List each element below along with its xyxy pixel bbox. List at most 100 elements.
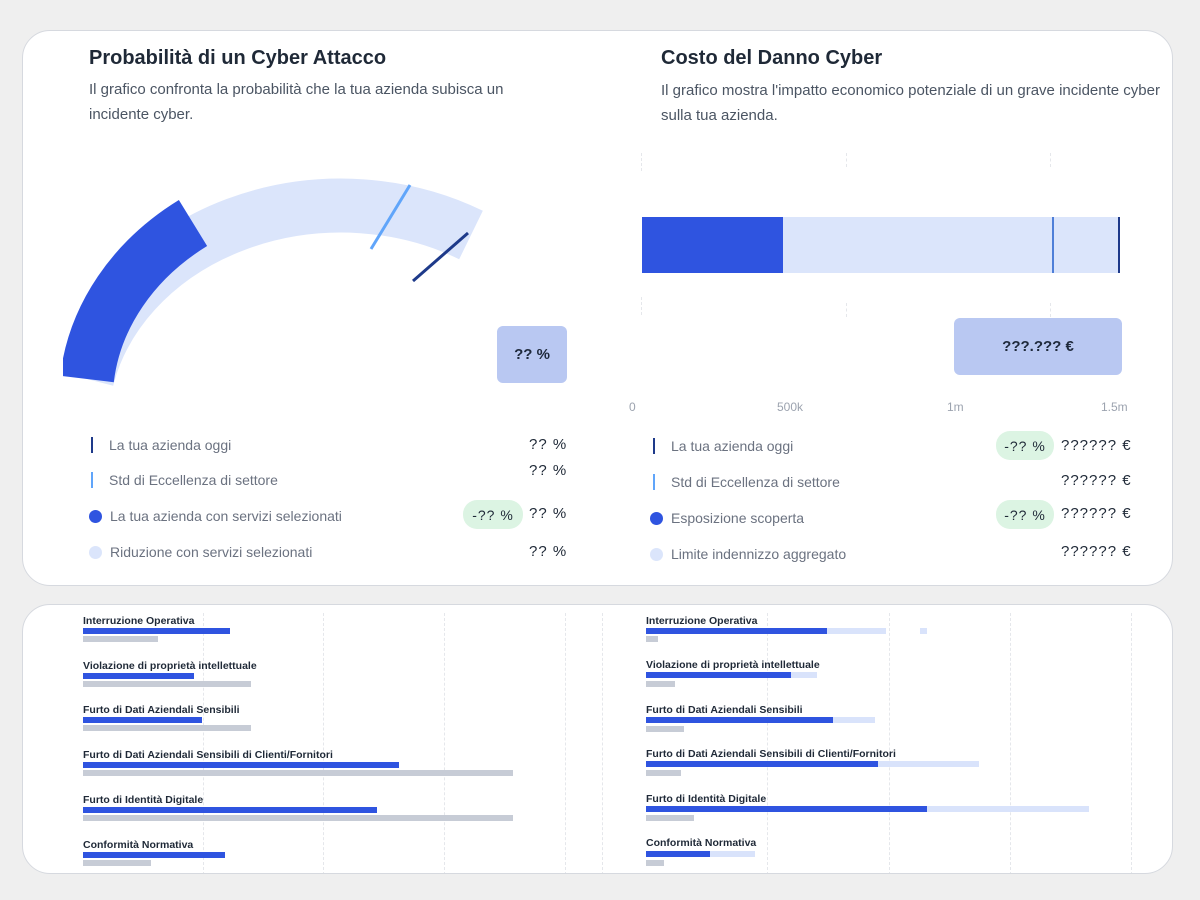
axis-tick: 1.5m [1101,400,1128,414]
probability-badge: ?? % [497,326,567,383]
legend-label: La tua azienda oggi [109,437,232,453]
bar-current [83,852,225,858]
cost-legend-exposure-delta: -?? % [996,500,1054,529]
legend-label: Limite indennizzo aggregato [671,546,847,562]
grid-line [1050,303,1051,317]
cost-legend-today: La tua azienda oggi [653,434,793,458]
legend-selected-delta: -?? % [463,500,523,529]
axis-tick: 0 [629,400,636,414]
legend-selected: La tua azienda con servizi selezionati [89,504,342,528]
legend-std: Std di Eccellenza di settore [91,468,278,492]
legend-std-marker [653,474,655,490]
legend-label: Riduzione con servizi selezionati [110,544,313,560]
legend-selected-value: ?? % [529,505,568,522]
cost-legend-limit: Limite indennizzo aggregato [650,542,846,566]
bar-benchmark [646,681,675,687]
grid-line [323,613,324,873]
cost-legend-exposure-value: ?????? € [1061,505,1132,522]
bar-benchmark [646,815,694,821]
breakdown-right-label: Furto di Dati Aziendali Sensibili di Cli… [646,748,896,760]
bar-benchmark [83,636,158,642]
probability-description: Il grafico confronta la probabilità che … [89,81,504,123]
cost-bar-std-marker [1052,217,1054,273]
legend-reduction-value: ?? % [529,543,568,560]
cost-legend-std-value: ?????? € [1061,472,1132,489]
cost-legend-today-value: ?????? € [1061,437,1132,454]
breakdown-left-label: Furto di Dati Aziendali Sensibili [83,704,240,716]
legend-today: La tua azienda oggi [91,433,231,457]
legend-std-value: ?? % [529,462,568,479]
bar-benchmark [83,815,513,821]
cost-description: Il grafico mostra l'impatto economico po… [661,82,1160,124]
breakdown-left-label: Furto di Identità Digitale [83,794,204,806]
bar-current [83,717,202,723]
bar-current [646,717,833,723]
bar-benchmark [83,770,513,776]
legend-limit-marker [650,547,663,561]
bar-current [83,762,399,768]
bar-benchmark [646,636,658,642]
bar-benchmark [646,860,664,866]
breakdown-right-label: Violazione di proprietà intellettuale [646,659,820,671]
grid-line [641,153,642,171]
breakdown-left-label: Conformità Normativa [83,839,194,851]
gauge-value-segment [63,199,208,383]
bar-current [646,761,878,767]
legend-label: Std di Eccellenza di settore [109,472,278,488]
axis-tick: 500k [777,400,804,414]
breakdown-right-label: Conformità Normativa [646,837,757,849]
bar-benchmark [646,770,681,776]
cost-title: Costo del Danno Cyber [661,47,883,69]
bar-current [646,851,710,857]
bar-current [83,807,377,813]
breakdown-left-label: Violazione di proprietà intellettuale [83,660,257,672]
bar-benchmark [83,860,151,866]
breakdown-right-label: Furto di Dati Aziendali Sensibili [646,704,803,716]
legend-label: Std di Eccellenza di settore [671,474,840,490]
grid-line [889,613,890,873]
grid-line [767,613,768,873]
grid-line [641,297,642,315]
bar-current [646,806,927,812]
cost-legend-exposure: Esposizione scoperta [650,506,804,530]
legend-selected-marker [89,509,102,523]
grid-line [846,303,847,317]
grid-line [1050,153,1051,167]
bar-current [646,672,791,678]
legend-today-marker [653,438,655,454]
bar-benchmark [83,681,251,687]
legend-label: La tua azienda con servizi selezionati [110,508,342,524]
grid-line [203,613,204,873]
cost-bar-today-marker [1118,217,1120,273]
bar-benchmark [646,726,684,732]
cost-legend-std: Std di Eccellenza di settore [653,470,840,494]
bar-current [83,673,194,679]
bar-limit [920,628,927,634]
grid-line [1010,613,1011,873]
grid-line [1131,613,1132,873]
probability-title: Probabilità di un Cyber Attacco [89,47,387,69]
legend-reduction: Riduzione con servizi selezionati [89,540,312,564]
legend-reduction-marker [89,545,102,559]
grid-line [846,153,847,167]
grid-line [444,613,445,873]
probability-gauge [63,178,483,387]
gauge-std-marker [369,184,412,250]
breakdown-right-label: Interruzione Operativa [646,615,758,627]
bar-benchmark [83,725,251,731]
breakdown-right-label: Furto di Identità Digitale [646,793,767,805]
legend-exposure-marker [650,511,663,525]
cost-bar-exposure [642,217,783,273]
bar-current [83,628,230,634]
legend-label: Esposizione scoperta [671,510,805,526]
legend-today-marker [91,437,93,453]
legend-today-value: ?? % [529,436,568,453]
breakdown-card: Interruzione Operativa Violazione di pro… [22,604,1173,874]
gauge-today-marker [412,231,469,283]
cost-badge: ???.??? € [954,318,1122,375]
summary-card: Probabilità di un Cyber Attacco Il grafi… [22,30,1173,586]
breakdown-left-label: Interruzione Operativa [83,615,195,627]
grid-line [565,613,566,873]
axis-tick: 1m [947,400,964,414]
grid-line [602,613,603,873]
